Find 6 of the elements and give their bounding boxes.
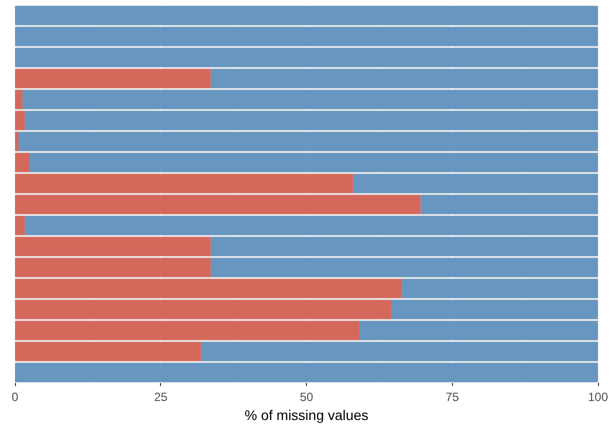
x-tick-label: 75: [446, 390, 460, 404]
x-tick-label: 0: [12, 390, 19, 404]
x-tick-label: 50: [300, 390, 314, 404]
x-tick-label: 25: [154, 390, 168, 404]
x-axis-title: % of missing values: [244, 406, 368, 423]
x-tick-label: 100: [588, 390, 608, 404]
